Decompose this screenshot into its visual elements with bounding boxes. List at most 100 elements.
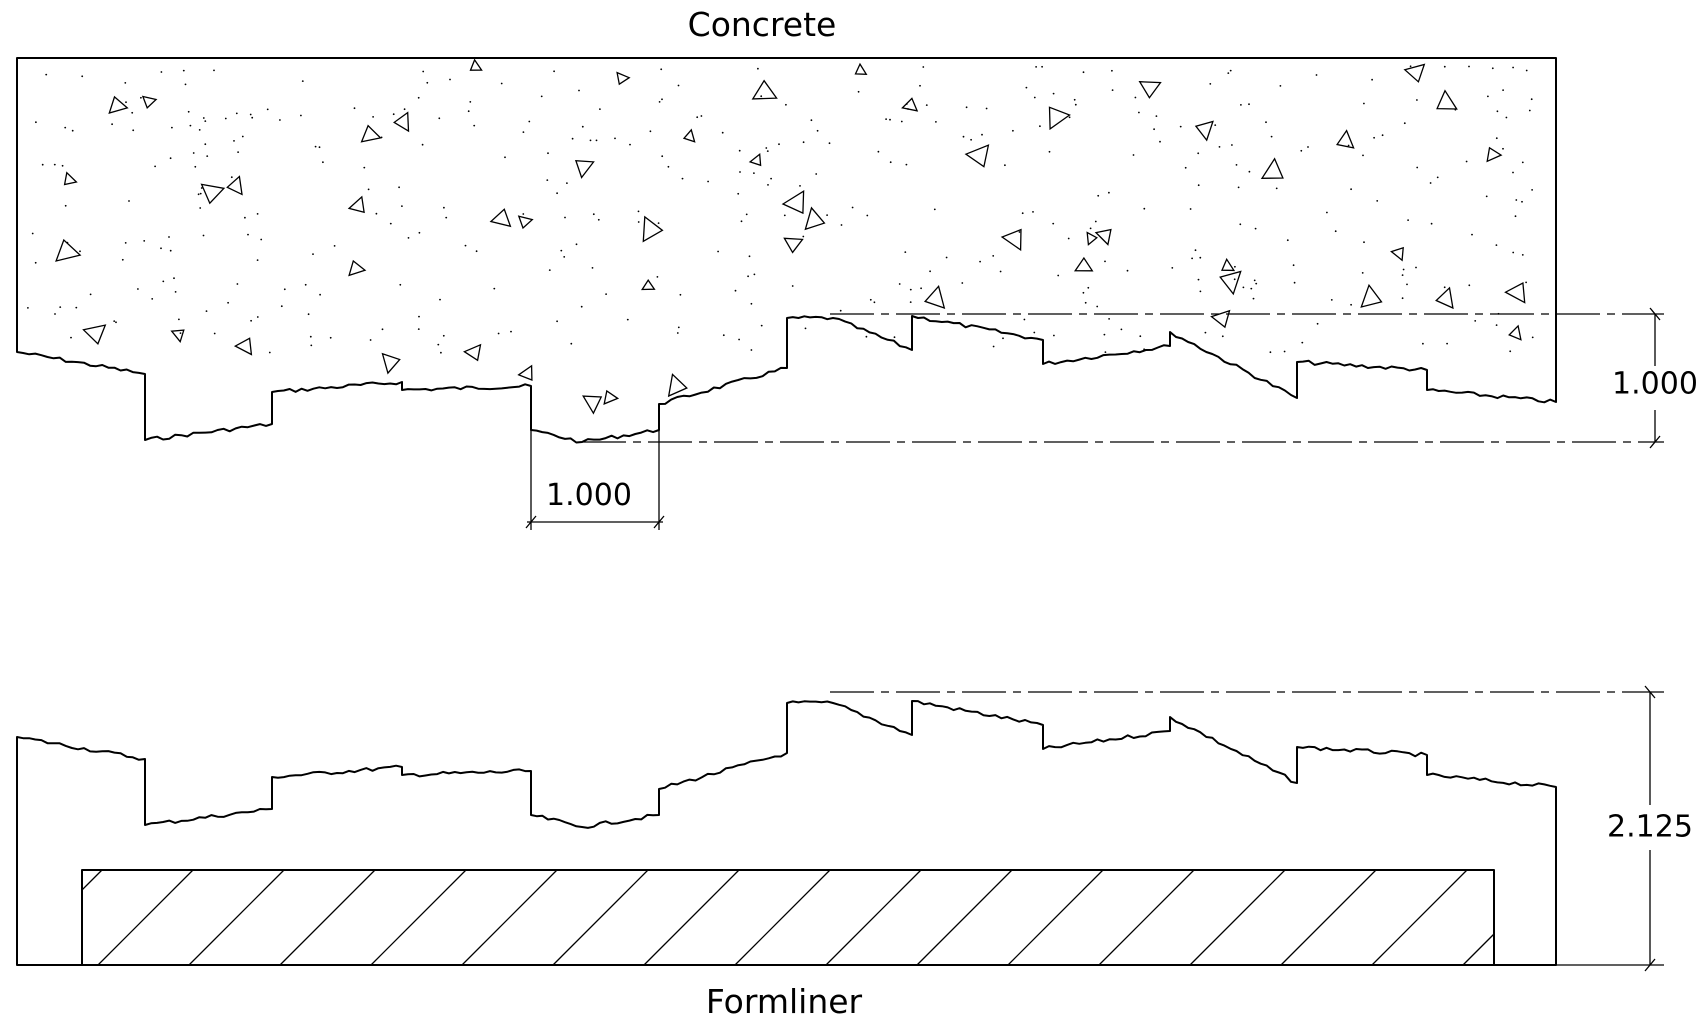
stipple-dot <box>369 339 372 341</box>
stipple-dot <box>89 293 92 296</box>
formliner-label: Formliner <box>706 982 863 1021</box>
stipple-dot <box>696 116 699 119</box>
stipple-dot <box>581 125 584 128</box>
stipple-dot <box>979 260 981 263</box>
stipple-dot <box>1363 102 1365 105</box>
stipple-dot <box>925 104 928 106</box>
stipple-dot <box>1126 269 1129 272</box>
stipple-dot <box>417 328 420 330</box>
stipple-dot <box>904 251 907 254</box>
stipple-dot <box>71 129 74 132</box>
stipple-dot <box>900 120 903 123</box>
stipple-dot <box>1104 260 1106 263</box>
aggregate-stone <box>964 144 990 168</box>
stipple-dot <box>304 283 307 286</box>
stipple-dot <box>747 275 749 278</box>
stipple-dot <box>189 124 192 127</box>
stipple-dot <box>1155 115 1158 117</box>
dimension-tick <box>1644 958 1656 972</box>
stipple-dot <box>522 213 525 215</box>
stipple-dot <box>1401 274 1404 276</box>
hatch-line <box>825 869 922 966</box>
stipple-dot <box>1485 195 1488 198</box>
stipple-dot <box>187 110 190 113</box>
stipple-dot <box>169 249 172 252</box>
aggregate-stone <box>642 215 664 243</box>
stipple-dot <box>1229 69 1232 72</box>
hatch-line <box>1098 869 1195 966</box>
stipple-dot <box>816 129 819 132</box>
stipple-dot <box>1134 96 1137 99</box>
stipple-dot <box>1139 335 1142 338</box>
stipple-dot <box>1002 337 1004 340</box>
stipple-dot <box>1373 136 1375 139</box>
stipple-dot <box>75 306 78 309</box>
stipple-dot <box>1194 249 1197 252</box>
aggregate-stone <box>1094 228 1112 246</box>
stipple-dot <box>981 133 983 136</box>
stipple-dot <box>1512 171 1514 174</box>
aggregate-stone <box>393 111 410 133</box>
stipple-dot <box>205 310 208 312</box>
stipple-dot <box>1347 144 1350 147</box>
stipple-dot <box>140 96 142 99</box>
aggregate-stone <box>1086 231 1098 246</box>
stipple-dot <box>1068 116 1071 119</box>
stipple-dot <box>750 349 753 351</box>
stipple-dot <box>1143 207 1146 210</box>
stipple-dot <box>1502 147 1504 150</box>
stipple-dot <box>738 338 740 341</box>
stipple-dot <box>131 111 134 114</box>
stipple-dot <box>1350 303 1352 306</box>
stipple-dot <box>637 221 640 223</box>
aggregate-stone <box>63 171 78 186</box>
stipple-dot <box>799 185 801 187</box>
stipple-dot <box>815 173 818 175</box>
stipple-dot <box>224 117 227 120</box>
stipple-dot <box>407 237 410 239</box>
stipple-dot <box>247 233 249 236</box>
concrete-outline <box>16 57 1557 444</box>
dimension-tick <box>653 515 665 529</box>
stipple-dot <box>1275 187 1278 190</box>
stipple-dot <box>1067 237 1070 240</box>
stipple-dot <box>256 316 259 318</box>
stipple-dot <box>194 165 197 168</box>
stipple-dot <box>929 270 931 273</box>
module-width-value: 1.000 <box>546 478 632 513</box>
stipple-dot <box>34 261 37 264</box>
stipple-dot <box>1041 65 1043 68</box>
stipple-dot <box>464 244 467 247</box>
stipple-dot <box>398 186 400 189</box>
stipple-dot <box>783 214 786 217</box>
stipple-dot <box>962 135 965 138</box>
stipple-dot <box>1371 78 1373 81</box>
stipple-dot <box>1012 129 1014 132</box>
stipple-dot <box>547 152 549 155</box>
stipple-dot <box>178 318 180 321</box>
stipple-dot <box>319 293 321 296</box>
stipple-dot <box>199 207 202 209</box>
stipple-dot <box>439 298 441 301</box>
stipple-dot <box>920 287 922 290</box>
stipple-dot <box>599 108 601 110</box>
stipple-dot <box>235 112 238 115</box>
aggregate-stone <box>55 238 82 262</box>
stipple-dot <box>1401 297 1404 300</box>
dimension-relief-depth: 1.000 <box>582 307 1698 449</box>
stipple-dot <box>1197 184 1200 187</box>
stipple-dot <box>734 289 737 292</box>
stipple-dot <box>1362 154 1364 157</box>
stipple-dot <box>160 247 162 250</box>
stipple-dot <box>443 206 445 209</box>
aggregate-stone <box>360 124 382 143</box>
stipple-dot <box>1179 125 1182 128</box>
stipple-dot <box>137 288 139 290</box>
stipple-dot <box>426 81 429 84</box>
stipple-dot <box>1330 299 1333 301</box>
stipple-dot <box>312 253 314 256</box>
formliner-thickness-value: 2.125 <box>1607 810 1693 845</box>
stipple-dot <box>1471 233 1473 236</box>
stipple-dot <box>965 106 968 109</box>
stipple-dot <box>1252 297 1255 300</box>
